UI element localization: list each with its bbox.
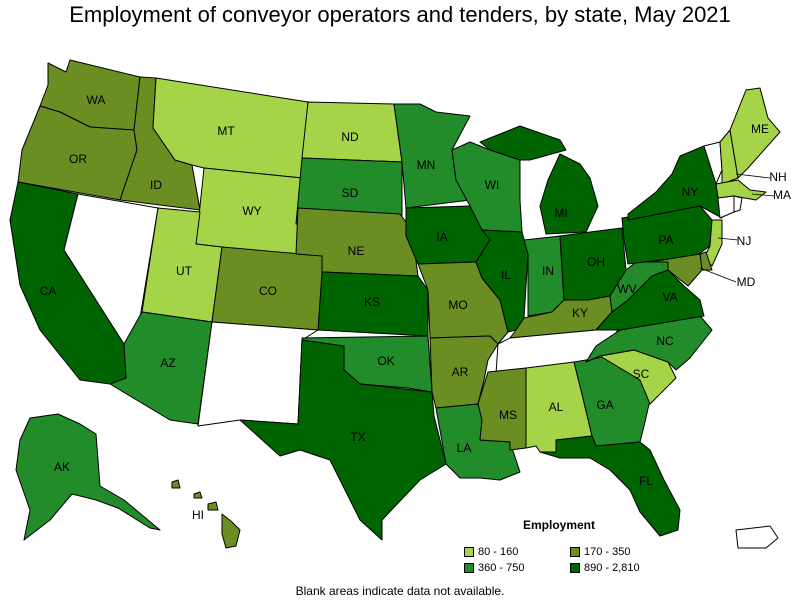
label-MN: MN [417,158,436,172]
label-CO: CO [259,284,277,298]
state-HI[interactable] [171,479,241,549]
legend-swatch [570,563,580,573]
label-NC: NC [656,334,674,348]
label-IA: IA [436,230,447,244]
label-WI: WI [485,178,500,192]
label-WV: WV [617,282,636,296]
state-AK[interactable] [15,413,161,541]
legend-item-360-750: 360 - 750 [464,562,570,574]
state-TX[interactable] [239,339,447,541]
footnote: Blank areas indicate data not available. [295,584,505,598]
label-GA: GA [596,398,613,412]
legend: Employment 80 - 160 170 - 350 360 - 750 … [464,518,664,574]
label-AK: AK [54,460,70,474]
legend-label: 170 - 350 [584,546,631,558]
label-ND: ND [341,130,359,144]
label-LA: LA [457,441,472,455]
label-leader-lines [699,173,775,283]
label-PA: PA [658,233,673,247]
label-WA: WA [87,93,106,107]
legend-label: 80 - 160 [478,546,519,558]
legend-swatch [464,547,474,557]
label-IL: IL [501,268,511,282]
label-KS: KS [364,295,380,309]
label-NJ: NJ [737,234,752,248]
legend-item-170-350: 170 - 350 [570,546,670,558]
legend-item-80-160: 80 - 160 [464,546,570,558]
label-UT: UT [176,264,193,278]
label-MA: MA [773,188,791,202]
label-MI: MI [554,206,567,220]
legend-label: 890 - 2,810 [584,562,640,574]
label-HI: HI [192,508,204,522]
state-WI[interactable] [451,141,523,233]
state-PR[interactable] [735,525,779,549]
label-SC: SC [633,367,650,381]
state-FL[interactable] [539,435,681,537]
label-ME: ME [751,122,769,136]
state-MD[interactable] [649,253,703,287]
label-MS: MS [499,408,517,422]
state-PA[interactable] [621,205,713,265]
legend-swatch [464,563,474,573]
label-TX: TX [350,430,365,444]
label-IN: IN [542,264,554,278]
map-title: Employment of conveyor operators and ten… [69,2,731,27]
label-AR: AR [452,365,469,379]
label-FL: FL [639,474,653,488]
label-KY: KY [572,306,588,320]
state-CT[interactable] [717,195,735,219]
label-WY: WY [242,204,261,218]
legend-item-890-2810: 890 - 2,810 [570,562,670,574]
label-MD: MD [737,275,756,289]
label-OK: OK [377,354,394,368]
state-ME[interactable] [729,87,781,179]
label-AL: AL [549,400,564,414]
state-NJ[interactable] [703,219,723,267]
label-CA: CA [40,284,57,298]
label-ID: ID [150,178,162,192]
state-KS[interactable] [317,271,429,337]
label-NY: NY [682,185,699,199]
state-labels: WA OR CA ID NV MT WY UT AZ CO NM ND SD N… [40,93,791,522]
legend-label: 360 - 750 [478,562,525,574]
label-NE: NE [348,244,365,258]
legend-swatch [570,547,580,557]
label-MT: MT [217,124,235,138]
state-MI[interactable] [479,125,599,235]
label-NH: NH [769,170,786,184]
label-OH: OH [587,255,605,269]
legend-title: Employment [522,518,595,532]
label-SD: SD [342,186,359,200]
state-RI[interactable] [733,195,743,213]
label-AZ: AZ [160,356,175,370]
label-MO: MO [448,298,467,312]
state-AR[interactable] [429,335,499,409]
label-VA: VA [662,290,677,304]
label-OR: OR [69,152,87,166]
